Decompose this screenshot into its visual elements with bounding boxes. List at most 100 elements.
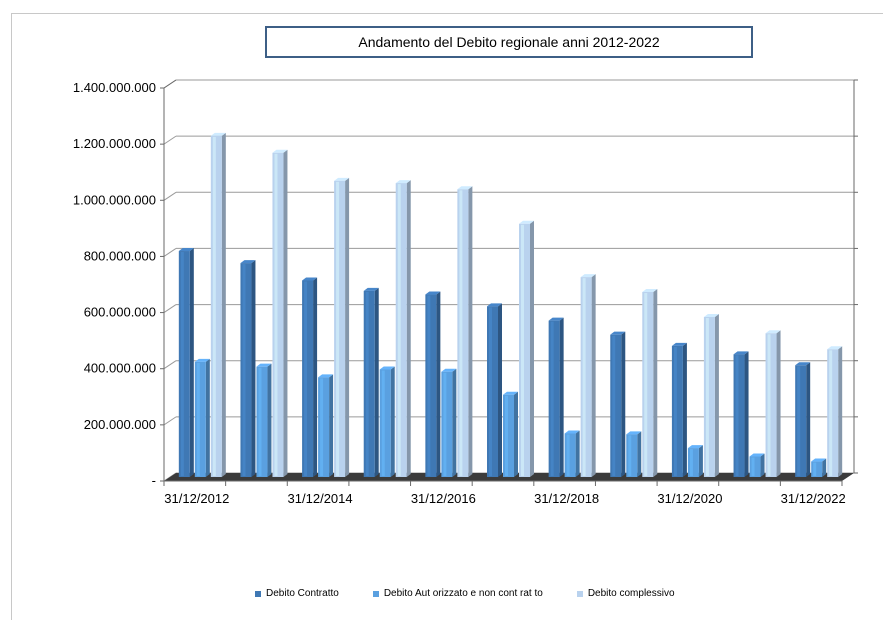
bar bbox=[610, 334, 622, 477]
bar-side bbox=[637, 431, 642, 477]
bar-top bbox=[671, 342, 687, 346]
bar-top bbox=[441, 368, 457, 372]
bar-side bbox=[406, 180, 411, 477]
bar-highlight bbox=[566, 434, 570, 476]
legend-swatch bbox=[255, 590, 261, 597]
bar-highlight bbox=[813, 462, 817, 476]
bar-top bbox=[210, 132, 226, 136]
bar-side bbox=[436, 291, 441, 477]
bar bbox=[318, 377, 330, 477]
bar-top bbox=[425, 291, 441, 295]
bar bbox=[457, 189, 469, 477]
legend-label: Debito Aut orizzato e non cont rat to bbox=[383, 588, 543, 599]
bar bbox=[395, 183, 407, 477]
chart-legend: Debito Contratto Debito Aut orizzato e no… bbox=[255, 588, 709, 599]
bar-highlight bbox=[751, 457, 755, 476]
bar-top bbox=[580, 274, 596, 278]
bar-side bbox=[776, 330, 781, 477]
bar-side bbox=[838, 346, 843, 477]
bar-highlight bbox=[505, 395, 508, 476]
bar bbox=[272, 152, 284, 477]
y-tick-label: 200.000.000 bbox=[84, 417, 156, 432]
bar-highlight bbox=[320, 378, 324, 476]
gridline-side bbox=[163, 191, 177, 201]
y-axis-top bbox=[163, 79, 177, 89]
bar-side bbox=[189, 248, 194, 477]
bar-highlight bbox=[242, 264, 246, 476]
bar bbox=[795, 365, 807, 477]
bar-top bbox=[194, 358, 210, 362]
bar-top bbox=[240, 260, 256, 264]
legend-label: Debito complessivo bbox=[587, 588, 675, 599]
gridline-side bbox=[163, 304, 177, 313]
bar-highlight bbox=[459, 190, 463, 476]
bar-highlight bbox=[829, 350, 833, 476]
legend-item: Debito Aut orizzato e non cont rat to bbox=[372, 588, 543, 599]
bar bbox=[240, 263, 252, 477]
bar bbox=[749, 456, 761, 477]
bar bbox=[302, 280, 314, 477]
gridline-side bbox=[163, 248, 177, 257]
gridline-side bbox=[163, 360, 177, 370]
bar-highlight bbox=[365, 291, 369, 476]
bar-highlight bbox=[489, 307, 492, 476]
bar bbox=[642, 292, 654, 477]
bar-side bbox=[221, 132, 226, 478]
bar-highlight bbox=[443, 372, 447, 476]
bar-top bbox=[687, 445, 703, 449]
bar-side bbox=[822, 458, 827, 477]
bar-highlight bbox=[381, 370, 385, 476]
bar-side bbox=[760, 453, 765, 477]
chart-frame bbox=[11, 13, 883, 620]
bar-top bbox=[610, 331, 626, 335]
bar-side bbox=[374, 287, 379, 477]
bar-highlight bbox=[628, 435, 632, 476]
bar-highlight bbox=[304, 281, 308, 476]
bar bbox=[687, 448, 699, 477]
bar-highlight bbox=[212, 136, 216, 477]
bar-top bbox=[548, 317, 564, 321]
bar bbox=[626, 434, 638, 477]
bar bbox=[811, 461, 823, 477]
bar bbox=[178, 251, 190, 477]
bar-side bbox=[806, 362, 811, 477]
bar-side bbox=[591, 274, 596, 477]
bar-highlight bbox=[644, 293, 648, 476]
x-tick-label: 31/12/2022 bbox=[781, 491, 846, 506]
bar-highlight bbox=[689, 449, 693, 476]
bar bbox=[765, 333, 777, 477]
bar bbox=[671, 345, 683, 477]
bar-top bbox=[795, 362, 811, 366]
bar-top bbox=[256, 363, 272, 367]
bar-top bbox=[703, 313, 719, 317]
bar bbox=[503, 394, 514, 477]
legend-label: Debito Contratto bbox=[266, 588, 339, 599]
y-tick-label: - bbox=[152, 473, 156, 488]
bar bbox=[334, 180, 346, 477]
y-tick-label: 600.000.000 bbox=[84, 305, 156, 320]
x-tick-label: 31/12/2018 bbox=[534, 491, 599, 506]
bar-top bbox=[564, 430, 580, 434]
bar-side bbox=[744, 351, 749, 477]
y-tick-label: 1.200.000.000 bbox=[73, 136, 156, 151]
bar-top bbox=[395, 180, 411, 184]
bar-side bbox=[575, 430, 580, 477]
bar-top bbox=[363, 287, 379, 291]
bar-side bbox=[468, 186, 473, 477]
bar bbox=[564, 433, 576, 477]
bar-top bbox=[733, 351, 749, 355]
legend-swatch bbox=[576, 590, 583, 597]
bar-highlight bbox=[550, 321, 554, 476]
bar-side bbox=[452, 368, 457, 477]
bar-side bbox=[682, 342, 687, 477]
bar bbox=[425, 294, 437, 477]
bar-highlight bbox=[612, 335, 616, 476]
x-tick-label: 31/12/2016 bbox=[411, 491, 476, 506]
bar-side bbox=[329, 374, 334, 477]
bar-top bbox=[487, 303, 502, 307]
bar-side bbox=[313, 277, 318, 477]
bar bbox=[703, 316, 715, 477]
legend-item: Debito complessivo bbox=[576, 588, 675, 599]
bar-side bbox=[498, 303, 502, 477]
